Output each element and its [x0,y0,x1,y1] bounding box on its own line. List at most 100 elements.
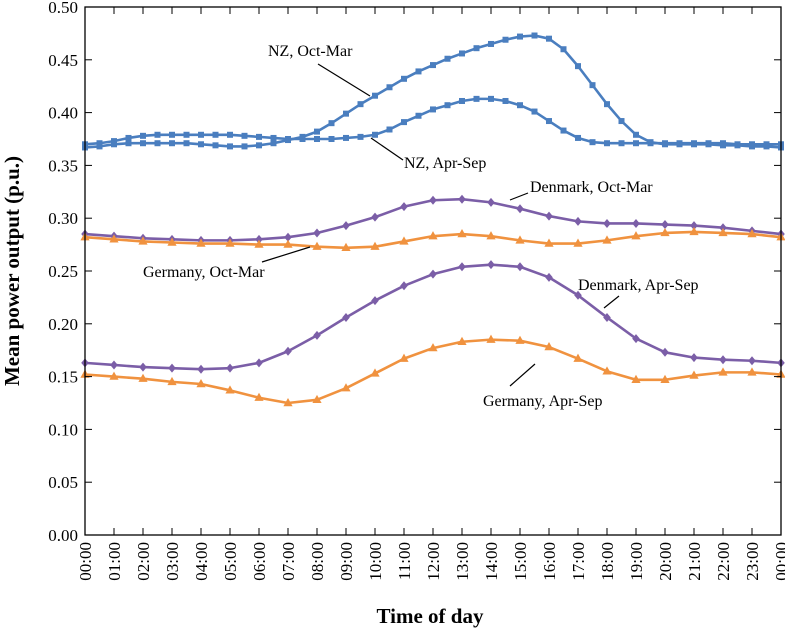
data-point [312,241,322,250]
data-point [125,134,132,141]
y-tick-label: 0.45 [48,51,78,70]
data-point [357,101,364,108]
data-point [517,33,523,40]
annotation-leader-line [261,246,311,263]
annotation-leader-line [603,295,620,309]
data-point [560,46,567,53]
x-tick-label: 13:00 [453,542,472,581]
data-point [647,140,654,147]
x-tick-label: 06:00 [250,542,269,581]
y-tick-label: 0.50 [48,0,78,17]
data-point [284,232,292,242]
data-point [225,385,235,394]
x-tick-label: 17:00 [569,542,588,581]
data-point [109,371,119,380]
x-tick-label: 03:00 [163,542,182,581]
data-point [458,194,466,204]
data-point [342,312,350,322]
annotations: NZ, Oct-Mar NZ, Apr-Sep Denmark, Oct-Mar Ge… [143,43,699,410]
annotation-label-germany-oct-mar: Germany, Oct-Mar [143,264,265,281]
data-point [631,231,641,240]
data-point [444,55,451,62]
x-tick-label: 00:00 [772,542,785,581]
data-point [574,290,582,300]
data-point [255,358,263,368]
data-point [428,231,438,240]
data-point [545,211,553,221]
data-point [343,110,349,117]
x-axis-title: Time of day [377,604,484,628]
data-point [270,134,277,141]
data-point [488,95,494,102]
data-point [589,82,596,89]
data-point [457,229,467,238]
data-point [748,356,756,366]
data-point [139,362,147,372]
data-point [575,134,581,141]
data-point [618,140,625,147]
x-tick-label: 14:00 [482,542,501,581]
data-point [763,141,770,148]
data-point [631,374,641,383]
data-point [502,36,509,43]
data-point [604,140,610,147]
x-tick-label: 02:00 [134,542,153,581]
data-point [270,140,277,147]
data-point [314,136,320,142]
data-point [459,50,465,57]
data-point [227,131,233,138]
data-point [430,62,436,69]
annotation-label-germany-apr-sep: Germany, Apr-Sep [483,393,603,410]
y-tick-label: 0.25 [48,262,78,281]
data-point [603,312,611,322]
data-point [198,141,204,148]
x-tick-label: 07:00 [279,542,298,581]
data-point [633,140,639,147]
data-point [632,218,640,228]
data-point [545,272,553,282]
data-point [183,140,190,147]
data-point [110,360,118,370]
data-point [459,97,465,104]
data-point [705,140,712,147]
data-point [515,235,525,244]
data-point [429,195,437,205]
data-point [167,376,177,386]
data-point [256,142,262,149]
x-tick-label: 21:00 [685,542,704,581]
data-point [632,334,640,344]
data-point [96,140,103,147]
data-point [718,227,728,237]
data-point [515,335,525,344]
data-point [198,131,204,138]
data-point [689,226,699,236]
series-line-nz-oct-mar [83,34,783,149]
data-point [254,392,264,401]
data-point [444,102,451,109]
y-tick-label: 0.30 [48,209,78,228]
data-point [531,32,538,39]
data-point [734,141,741,148]
data-point [241,132,248,139]
x-tick-label: 16:00 [540,542,559,581]
data-point [401,119,407,126]
data-point [544,342,554,351]
data-point [283,398,293,407]
data-point [255,234,263,244]
data-point [560,127,567,134]
data-point [718,367,728,376]
data-point [283,239,293,248]
data-point [254,239,264,248]
data-point [256,133,262,140]
data-point [341,242,351,251]
data-point [457,336,467,345]
data-point [689,370,699,379]
x-tick-label: 10:00 [366,542,385,581]
x-tick-label: 00:00 [76,542,95,581]
x-tick-label: 15:00 [511,542,530,581]
data-point [312,394,322,404]
data-point [516,262,524,272]
data-point [487,260,495,270]
data-point [516,204,524,214]
data-point [400,202,408,212]
